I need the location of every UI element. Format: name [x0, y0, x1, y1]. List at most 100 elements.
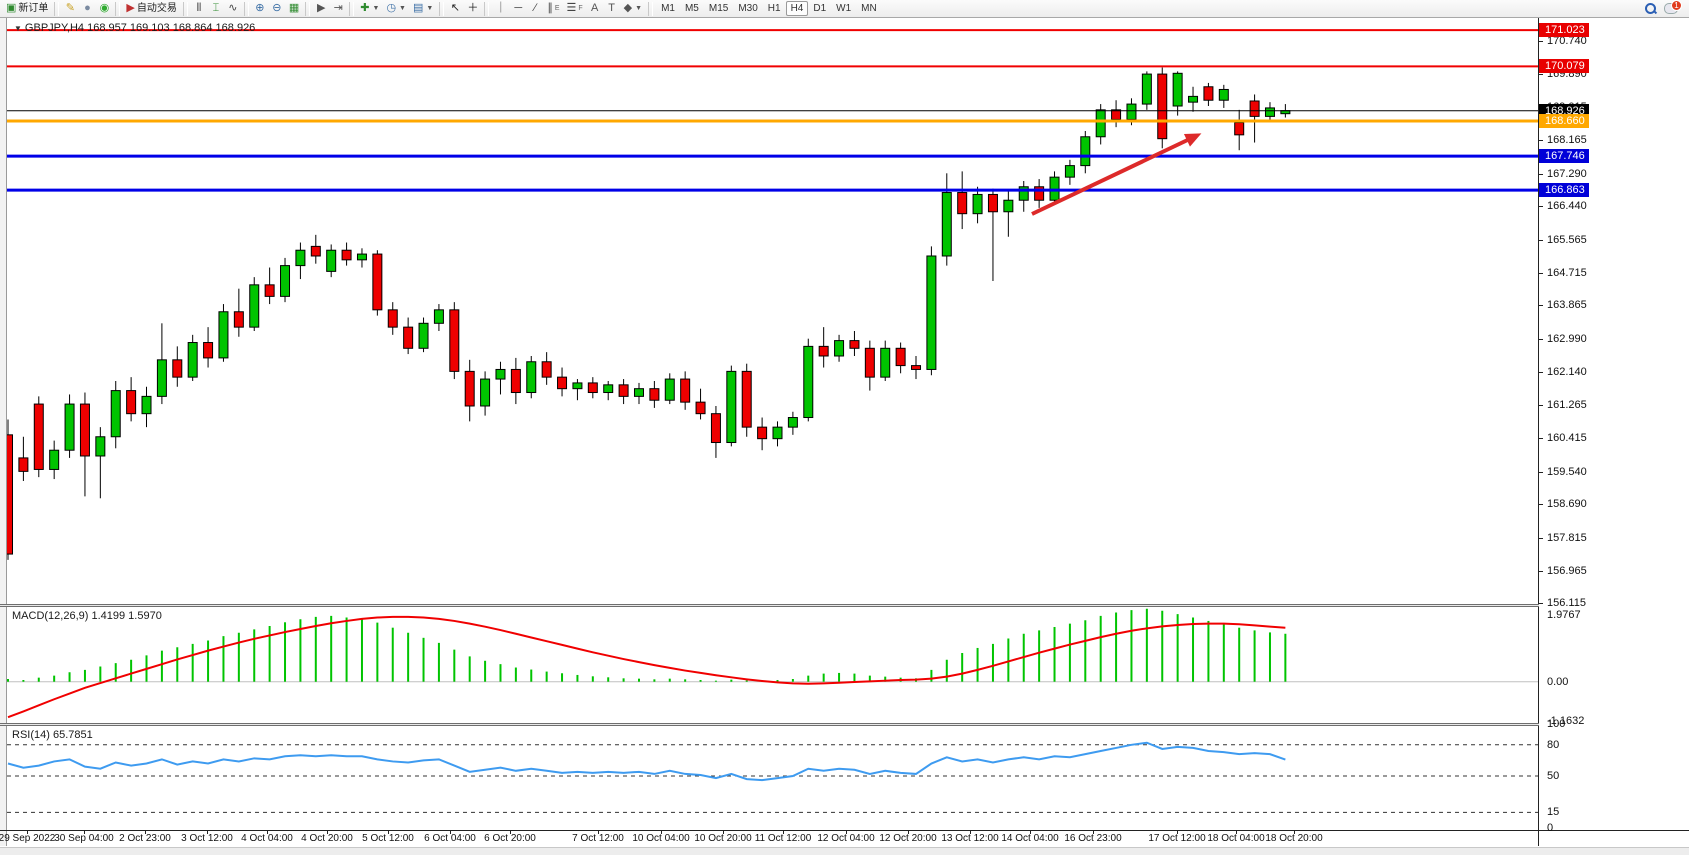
candle-body-up [433, 309, 444, 324]
candle-body-down [403, 326, 414, 349]
signals-button[interactable]: ◉ [96, 1, 112, 16]
timeframe-w1[interactable]: W1 [836, 3, 852, 14]
candle-body-up [1095, 109, 1106, 138]
timeframe-m15[interactable]: M15 [708, 3, 729, 14]
candle-body-down [987, 193, 998, 213]
time-label: 4 Oct 20:00 [301, 833, 353, 844]
candle-body-up [1064, 165, 1075, 178]
rsi-pane[interactable] [7, 726, 1538, 830]
candlestick-chart-button[interactable]: ⌶ [208, 1, 224, 16]
vertical-line-icon: ｜ [495, 2, 507, 14]
timeframe-m1[interactable]: M1 [661, 3, 675, 14]
text-button[interactable]: A [587, 1, 603, 16]
candle-body-down [741, 370, 752, 428]
candle-body-up [1218, 88, 1229, 101]
toolbar-separator [182, 1, 188, 16]
rsi-pane-splitter[interactable] [0, 723, 1689, 726]
expert-advisor-button[interactable]: ● [79, 1, 95, 16]
crayon-button[interactable]: ✎ [62, 1, 78, 16]
time-label: 18 Oct 20:00 [1265, 833, 1323, 844]
new-chart-button[interactable]: ✚ ▼ [357, 1, 382, 16]
chart-shift-button[interactable]: ⇥ [330, 1, 346, 16]
macd-pane-splitter[interactable] [0, 604, 1689, 607]
timeframe-d1[interactable]: D1 [813, 3, 827, 14]
candle-body-down [33, 403, 44, 470]
candle-body-up [1003, 199, 1014, 213]
new-chart-caret-icon[interactable]: ▼ [372, 5, 380, 12]
candle-body-up [295, 249, 306, 267]
zoom-in-button[interactable]: ⊕ [252, 1, 268, 16]
candle-body-down [710, 413, 721, 444]
candle-body-up [64, 403, 75, 451]
tile-windows-button[interactable]: ▦ [286, 1, 302, 16]
horizontal-line-button[interactable]: ─ [510, 1, 526, 16]
period-clock-caret-icon[interactable]: ▼ [399, 5, 406, 12]
chat-icon[interactable]: 1 [1664, 0, 1682, 14]
line-chart-button[interactable]: ∿ [225, 1, 241, 16]
price-axis[interactable]: 170.740169.890169.015168.165167.290166.4… [1539, 18, 1689, 830]
timeframe-m5[interactable]: M5 [684, 3, 699, 14]
candle-body-up [280, 265, 291, 297]
time-tick [1236, 830, 1237, 834]
trendline-button[interactable]: ∕ [527, 1, 543, 16]
timeframe-h1[interactable]: H1 [767, 3, 781, 14]
price-tick: 164.715 [1539, 267, 1587, 280]
chart-shift-icon: ⇥ [333, 2, 343, 14]
chart-dropdown-icon[interactable]: ▼ [14, 24, 22, 33]
fibonacci-icon: ☰ [566, 2, 577, 14]
bar-chart-button[interactable]: ⫴ [191, 1, 207, 16]
timeframe-m30[interactable]: M30 [738, 3, 758, 14]
templates-button[interactable]: ▤ ▼ [410, 1, 436, 16]
candle-body-up [110, 390, 121, 438]
time-tick [723, 830, 724, 834]
candle-body-down [957, 192, 968, 215]
price-tick: 156.965 [1539, 565, 1587, 578]
candle-body-down [849, 340, 860, 349]
autotrading-button[interactable]: ▶ 自动交易 [123, 1, 179, 16]
candle-body-up [141, 395, 152, 415]
signals-icon: ◉ [99, 2, 110, 14]
candle-body-up [1188, 95, 1199, 103]
vertical-line-button[interactable]: ｜ [492, 1, 509, 16]
timeframe-h4[interactable]: H4 [785, 1, 809, 16]
text-label-button[interactable]: T [604, 1, 620, 16]
macd-pane[interactable] [7, 607, 1538, 723]
candle-body-down [911, 365, 922, 370]
zoom-in-icon: ⊕ [255, 2, 265, 14]
candle-body-up [941, 192, 952, 257]
period-clock-button[interactable]: ◷ ▼ [383, 1, 409, 16]
fibonacci-button[interactable]: ☰ F [564, 1, 586, 16]
timeframe-mn[interactable]: MN [861, 3, 877, 14]
cursor-button[interactable]: ↖ [447, 1, 463, 16]
crosshair-button[interactable]: ＋ [464, 1, 481, 16]
candle-body-up [972, 193, 983, 215]
timeframe-switcher: M1 M5 M15 M30 H1 H4 D1 W1 MN [656, 1, 882, 16]
price-badge-167.746: 167.746 [1539, 149, 1589, 164]
price-tick: 159.540 [1539, 466, 1587, 479]
new-order-button[interactable]: ▣ 新订单 [3, 1, 51, 16]
templates-caret-icon[interactable]: ▼ [426, 5, 434, 12]
search-icon[interactable] [1645, 3, 1656, 14]
period-clock-icon: ◷ [386, 2, 397, 14]
rsi-axis-label: 80 [1547, 738, 1560, 751]
candle-body-down [7, 434, 13, 555]
candle-body-down [541, 361, 552, 378]
equidistant-channel-button[interactable]: ∥ E [544, 1, 562, 16]
auto-scroll-icon: ▶ [317, 2, 326, 14]
rsi-label: RSI(14) 65.7851 [12, 729, 93, 741]
trend-arrow-line[interactable] [1031, 134, 1197, 216]
zoom-out-button[interactable]: ⊖ [269, 1, 285, 16]
arrows-tool-caret-icon[interactable]: ▼ [635, 5, 643, 12]
auto-scroll-button[interactable]: ▶ [313, 1, 329, 16]
main-chart-pane[interactable] [7, 18, 1538, 604]
time-label: 29 Sep 2022 [0, 833, 56, 844]
arrows-tool-button[interactable]: ◆ ▼ [621, 1, 645, 16]
time-tick [327, 830, 328, 834]
autotrading-label: 自动交易 [136, 2, 177, 14]
candle-body-down [757, 426, 768, 440]
tile-windows-icon: ▦ [288, 2, 300, 14]
time-label: 4 Oct 04:00 [241, 833, 293, 844]
candle-body-up [803, 345, 814, 419]
candle-body-up [726, 370, 737, 444]
candle-body-up [787, 417, 798, 428]
